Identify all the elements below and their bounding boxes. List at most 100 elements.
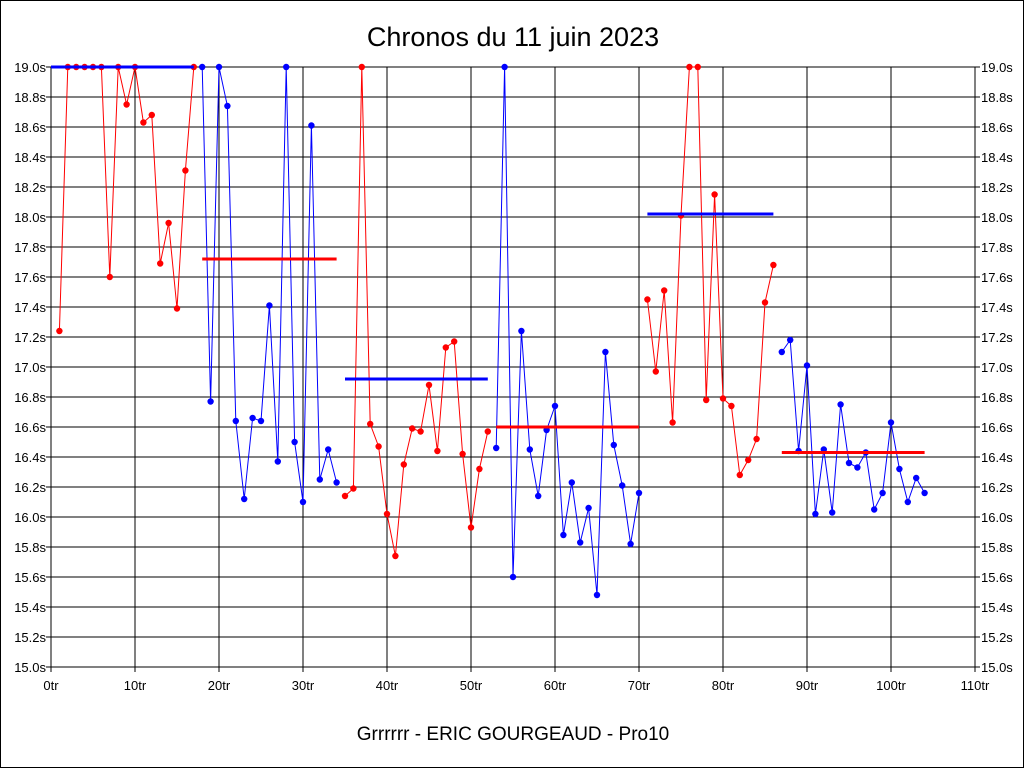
- y-tick-label-left: 16.0s: [14, 510, 46, 525]
- data-point: [753, 435, 760, 443]
- data-point: [635, 489, 643, 497]
- data-point: [535, 492, 542, 500]
- data-point: [854, 464, 861, 471]
- data-point: [106, 273, 114, 281]
- data-point: [299, 498, 307, 506]
- data-point: [442, 344, 449, 351]
- x-tick-label: 30tr: [292, 678, 315, 693]
- mean-lines: [51, 65, 925, 454]
- y-tick-label-right: 17.8s: [981, 240, 1013, 255]
- data-point: [148, 111, 155, 119]
- y-tick-label-left: 16.2s: [14, 480, 46, 495]
- y-tick-label-right: 18.6s: [981, 120, 1013, 135]
- data-point: [921, 489, 928, 497]
- data-point: [770, 261, 777, 269]
- y-tick-label-left: 17.2s: [14, 330, 46, 345]
- y-tick-label-right: 19.0s: [981, 60, 1013, 75]
- data-point: [341, 492, 349, 500]
- data-point: [812, 510, 819, 518]
- data-point: [736, 471, 743, 479]
- y-tick-label-left: 15.0s: [14, 660, 46, 675]
- data-point: [392, 552, 399, 560]
- series-line: [781, 338, 926, 515]
- y-tick-label-left: 18.2s: [14, 180, 46, 195]
- series-line: [646, 66, 774, 477]
- data-point: [425, 381, 433, 389]
- data-point: [719, 395, 727, 402]
- y-tick-label-left: 18.6s: [14, 120, 46, 135]
- series-line: [344, 66, 489, 557]
- data-point: [417, 428, 424, 435]
- data-point: [325, 446, 332, 453]
- data-point: [551, 402, 559, 410]
- data-point: [845, 459, 853, 467]
- data-point: [803, 362, 811, 369]
- data-point: [896, 465, 903, 473]
- data-point: [871, 506, 878, 513]
- y-tick-label-left: 15.8s: [14, 540, 46, 555]
- x-tick-label: 100tr: [876, 678, 906, 693]
- y-tick-label-left: 15.2s: [14, 630, 46, 645]
- data-point: [652, 368, 659, 375]
- data-point: [165, 219, 172, 227]
- series-2: [199, 63, 340, 506]
- x-tick-label: 110tr: [961, 678, 990, 693]
- y-tick-label-left: 17.6s: [14, 270, 46, 285]
- data-point: [602, 348, 609, 356]
- series-line: [495, 66, 640, 596]
- x-tick-label: 80tr: [712, 678, 735, 693]
- data-point: [501, 63, 508, 71]
- data-point: [619, 482, 626, 489]
- data-point: [887, 419, 895, 426]
- data-point: [241, 495, 248, 503]
- data-point: [787, 336, 794, 344]
- series-3: [341, 63, 491, 560]
- data-point: [283, 63, 290, 71]
- data-point: [56, 327, 63, 335]
- y-tick-label-left: 18.4s: [14, 150, 46, 165]
- y-tick-label-right: 16.2s: [981, 480, 1013, 495]
- y-tick-label-right: 18.8s: [981, 90, 1013, 105]
- data-point: [526, 446, 533, 453]
- data-point: [383, 510, 391, 518]
- data-point: [459, 450, 466, 458]
- y-axis-left: 19.0s 18.8s 18.6s 18.4s 18.2s 18.0s 17.8s 17.6s…: [14, 60, 51, 675]
- y-tick-label-left: 16.8s: [14, 390, 46, 405]
- y-tick-label-right: 17.6s: [981, 270, 1013, 285]
- y-tick-label-right: 15.6s: [981, 570, 1013, 585]
- y-tick-label-right: 16.6s: [981, 420, 1013, 435]
- data-point: [694, 63, 701, 71]
- data-point: [224, 102, 231, 110]
- data-point: [879, 489, 886, 497]
- y-tick-label-right: 16.8s: [981, 390, 1013, 405]
- data-point: [140, 119, 147, 126]
- y-tick-label-right: 17.4s: [981, 300, 1013, 315]
- data-point: [215, 63, 223, 71]
- data-point: [451, 338, 458, 345]
- data-point: [409, 425, 416, 432]
- data-point: [266, 302, 273, 309]
- data-point: [761, 299, 769, 306]
- data-point: [518, 327, 525, 335]
- data-point: [560, 531, 567, 539]
- data-point: [123, 101, 130, 108]
- data-point: [493, 444, 500, 452]
- y-tick-label-left: 16.6s: [14, 420, 46, 435]
- y-tick-label-left: 18.8s: [14, 90, 46, 105]
- y-tick-label-left: 18.0s: [14, 210, 46, 225]
- chart-title: Chronos du 11 juin 2023: [367, 22, 659, 52]
- data-point: [274, 458, 281, 465]
- data-point: [434, 447, 441, 455]
- data-point: [577, 539, 584, 546]
- data-point: [249, 414, 256, 422]
- data-point: [207, 398, 214, 405]
- x-tick-label: 50tr: [460, 678, 483, 693]
- data-point: [484, 428, 491, 435]
- y-tick-label-left: 17.0s: [14, 360, 46, 375]
- y-tick-label-right: 17.0s: [981, 360, 1013, 375]
- data-point: [568, 479, 575, 486]
- x-tick-label: 70tr: [628, 678, 651, 693]
- x-tick-label: 0tr: [43, 678, 59, 693]
